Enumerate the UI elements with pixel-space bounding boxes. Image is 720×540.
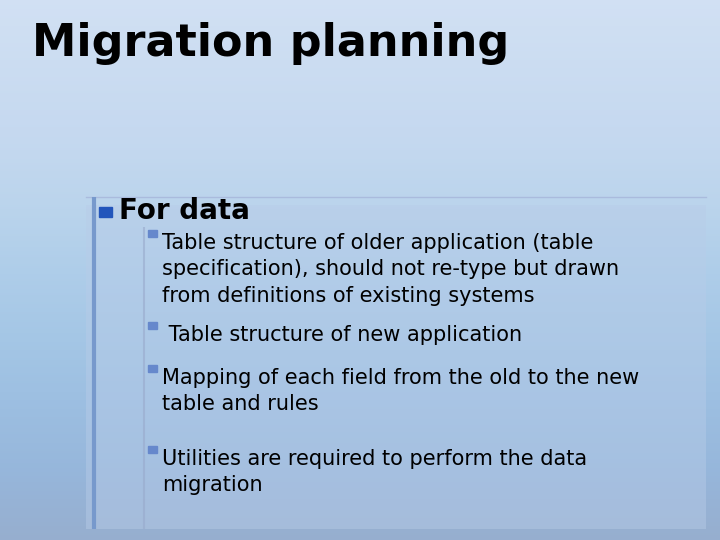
Text: Table structure of older application (table
specification), should not re-type b: Table structure of older application (ta… xyxy=(162,233,619,306)
Text: Mapping of each field from the old to the new
table and rules: Mapping of each field from the old to th… xyxy=(162,368,639,414)
Bar xyxy=(99,207,112,217)
Bar xyxy=(148,446,157,453)
Text: Migration planning: Migration planning xyxy=(32,22,510,65)
FancyBboxPatch shape xyxy=(86,205,706,529)
Bar xyxy=(148,230,157,237)
Bar xyxy=(148,322,157,329)
Bar xyxy=(148,365,157,372)
Text: Utilities are required to perform the data
migration: Utilities are required to perform the da… xyxy=(162,449,587,495)
Text: Table structure of new application: Table structure of new application xyxy=(162,325,522,345)
Text: For data: For data xyxy=(119,197,250,225)
